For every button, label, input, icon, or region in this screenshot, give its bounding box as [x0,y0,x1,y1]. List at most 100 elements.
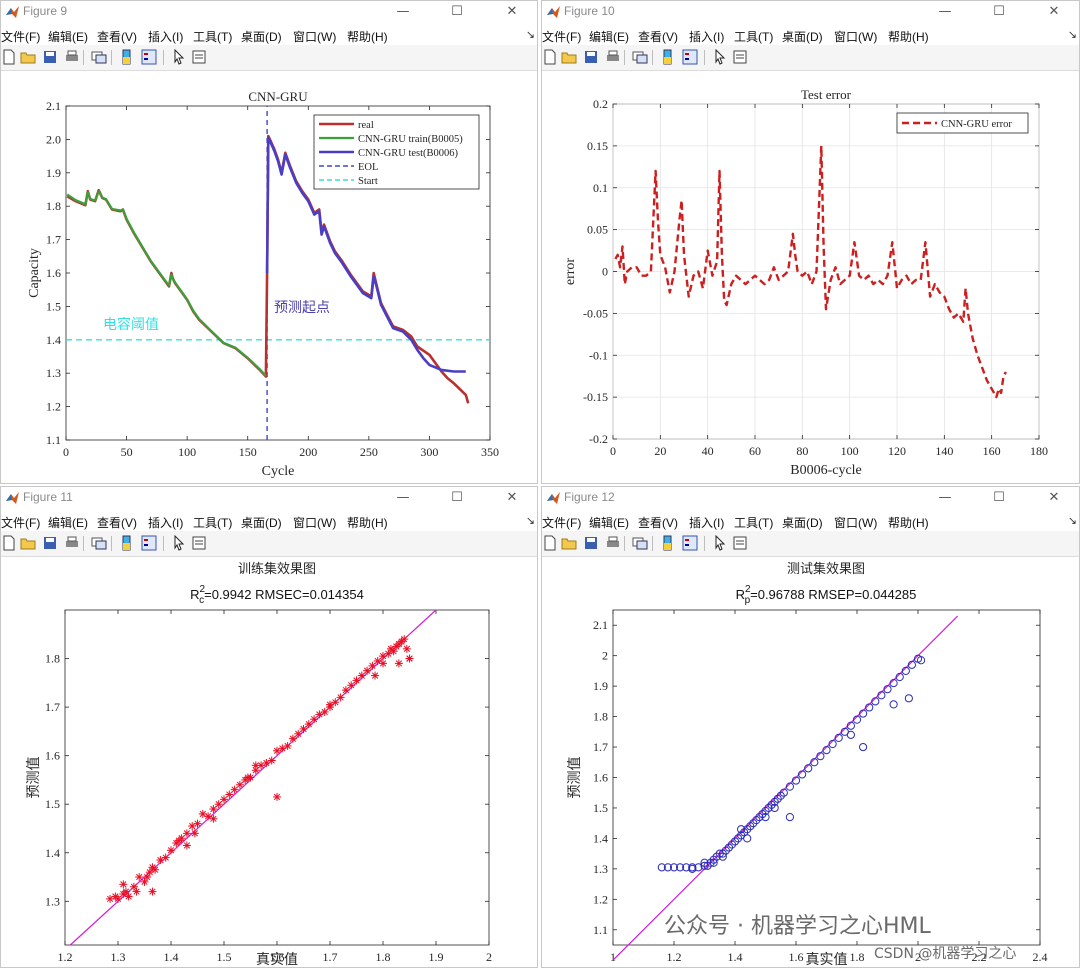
scatter-point [402,644,411,653]
close-button[interactable]: ✕ [1048,4,1060,19]
menu-desktop[interactable]: 桌面(D) [241,30,282,44]
print-icon[interactable] [64,535,80,551]
dock-arrow-icon[interactable]: ↘ [1067,515,1077,527]
scatter-point [336,693,345,702]
legend-box[interactable] [896,112,1029,134]
menu-window[interactable]: 窗口(W) [293,516,337,530]
maximize-button[interactable]: ☐ [993,490,1005,505]
y-tick-label: 1.8 [46,199,61,213]
menu-view[interactable]: 查看(V) [638,30,678,44]
menu-window[interactable]: 窗口(W) [834,30,878,44]
open-folder-icon[interactable] [561,535,577,551]
new-file-icon[interactable] [1,535,17,551]
scatter-point [151,865,160,874]
menu-desktop[interactable]: 桌面(D) [782,30,823,44]
y-tick-label: 1.4 [46,333,61,347]
scatter-point [347,681,356,690]
property-editor-icon[interactable] [732,535,748,551]
insert-colorbar-icon[interactable] [660,49,676,65]
menu-file[interactable]: 文件(F) [1,30,41,44]
plot-area[interactable]: 训练集效果图 R2 c=0.9942 RMSEC=0.014354 1.2 1.3 1.4… [1,558,537,967]
plot-area[interactable]: 测试集效果图 R2 p=0.96788 RMSEP=0.044285 1 1.2 1.4 1… [542,558,1079,967]
menu-help[interactable]: 帮助(H) [347,516,388,530]
menu-view[interactable]: 查看(V) [97,30,137,44]
save-icon[interactable] [583,49,599,65]
pointer-icon[interactable] [171,48,187,65]
link-plot-icon[interactable] [91,49,107,65]
maximize-button[interactable]: ☐ [451,4,463,19]
link-plot-icon[interactable] [91,535,107,551]
dock-arrow-icon[interactable]: ↘ [525,515,535,527]
menu-view[interactable]: 查看(V) [97,516,137,530]
property-editor-icon[interactable] [191,535,207,551]
dock-arrow-icon[interactable]: ↘ [525,29,535,41]
new-file-icon[interactable] [1,49,17,65]
property-editor-icon[interactable] [732,49,748,65]
insert-legend-icon[interactable] [682,535,698,551]
insert-colorbar-icon[interactable] [119,535,135,551]
menu-edit[interactable]: 编辑(E) [589,516,629,530]
menu-help[interactable]: 帮助(H) [888,30,929,44]
new-file-icon[interactable] [542,49,558,65]
minimize-button[interactable]: — [938,490,952,505]
link-plot-icon[interactable] [632,49,648,65]
pointer-icon[interactable] [712,48,728,65]
insert-legend-icon[interactable] [682,49,698,65]
save-icon[interactable] [42,49,58,65]
close-button[interactable]: ✕ [506,4,518,19]
pointer-icon[interactable] [712,534,728,551]
maximize-button[interactable]: ☐ [993,4,1005,19]
pointer-icon[interactable] [171,534,187,551]
minimize-button[interactable]: — [938,4,952,19]
plot-area[interactable]: 0 20 40 60 80 100 120 140 160 180 -0.2 -0.15 -0.1 -0.… [542,72,1079,483]
menu-help[interactable]: 帮助(H) [347,30,388,44]
print-icon[interactable] [605,49,621,65]
close-button[interactable]: ✕ [1048,490,1060,505]
dock-arrow-icon[interactable]: ↘ [1067,29,1077,41]
menu-desktop[interactable]: 桌面(D) [782,516,823,530]
title-bar[interactable]: Figure 12 — ☐ ✕ [542,487,1079,509]
menu-insert[interactable]: 插入(I) [148,516,184,530]
y-axis-label: Capacity [27,248,42,298]
title-bar[interactable]: Figure 11 — ☐ ✕ [1,487,537,509]
title-bar[interactable]: Figure 10 — ☐ ✕ [542,1,1079,23]
title-bar[interactable]: Figure 9 — ☐ ✕ [1,1,537,23]
save-icon[interactable] [42,535,58,551]
print-icon[interactable] [605,535,621,551]
menu-insert[interactable]: 插入(I) [689,30,725,44]
menu-file[interactable]: 文件(F) [542,30,582,44]
minimize-button[interactable]: — [396,4,410,19]
minimize-button[interactable]: — [396,490,410,505]
insert-colorbar-icon[interactable] [119,49,135,65]
menu-desktop[interactable]: 桌面(D) [241,516,282,530]
menu-window[interactable]: 窗口(W) [834,516,878,530]
menu-tools[interactable]: 工具(T) [193,30,233,44]
menu-tools[interactable]: 工具(T) [734,30,774,44]
print-icon[interactable] [64,49,80,65]
open-folder-icon[interactable] [20,49,36,65]
menu-help[interactable]: 帮助(H) [888,516,929,530]
plot-area[interactable]: 0 50 100 150 200 250 300 350 1.1 1.2 1.3 1.4 1.5 1.6 1… [1,72,537,483]
menu-tools[interactable]: 工具(T) [193,516,233,530]
maximize-button[interactable]: ☐ [451,490,463,505]
insert-colorbar-icon[interactable] [660,535,676,551]
menu-insert[interactable]: 插入(I) [689,516,725,530]
menu-view[interactable]: 查看(V) [638,516,678,530]
open-folder-icon[interactable] [20,535,36,551]
property-editor-icon[interactable] [191,49,207,65]
save-icon[interactable] [583,535,599,551]
open-folder-icon[interactable] [561,49,577,65]
menu-file[interactable]: 文件(F) [542,516,582,530]
new-file-icon[interactable] [542,535,558,551]
menu-file[interactable]: 文件(F) [1,516,41,530]
insert-legend-icon[interactable] [141,49,157,65]
menu-insert[interactable]: 插入(I) [148,30,184,44]
menu-edit[interactable]: 编辑(E) [48,30,88,44]
menu-edit[interactable]: 编辑(E) [48,516,88,530]
link-plot-icon[interactable] [632,535,648,551]
close-button[interactable]: ✕ [506,490,518,505]
menu-window[interactable]: 窗口(W) [293,30,337,44]
insert-legend-icon[interactable] [141,535,157,551]
menu-edit[interactable]: 编辑(E) [589,30,629,44]
menu-tools[interactable]: 工具(T) [734,516,774,530]
